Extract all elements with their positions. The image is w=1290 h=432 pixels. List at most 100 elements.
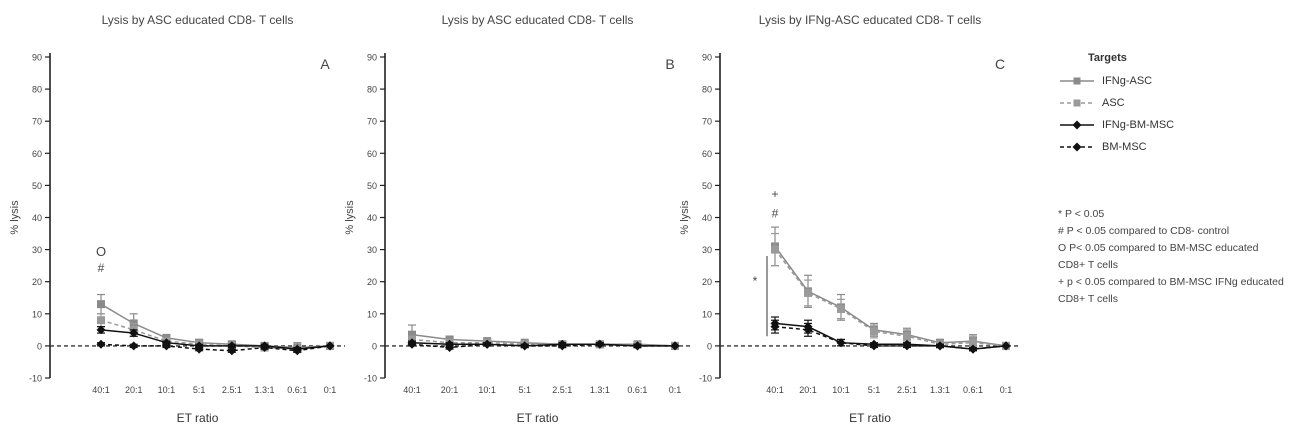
panel-b-x-tick-label: 20:1 (441, 385, 459, 395)
panel-a-letter: A (320, 56, 330, 72)
panel-a-y-tick-label: -10 (29, 374, 42, 384)
panel-a-point-ifng-asc (97, 300, 105, 309)
panel-a-y-tick-label: 10 (32, 309, 42, 319)
panel-c-annotation: + (771, 187, 778, 201)
panel-c-point-bm-msc (836, 338, 846, 348)
panel-c-annotation: * (753, 274, 758, 288)
panel-c-point-bm-msc (902, 341, 912, 351)
panel-c-point-asc (837, 304, 845, 313)
panel-b-series-line-asc (411, 338, 676, 347)
panel-a-x-tick-label: 0:1 (324, 385, 337, 395)
panel-c-x-tick-label: 0:1 (1000, 385, 1013, 395)
panel-a-x-tick-label: 5:1 (193, 385, 206, 395)
panel-c-annotation: # (772, 207, 779, 221)
panel-a-series-line-ifng-asc (100, 303, 331, 349)
panel-b-point-bm-msc (407, 339, 417, 349)
panel-c-point-asc (903, 332, 911, 341)
panel-c-point-bm-msc (1001, 341, 1011, 351)
panel-c-y-tick-label: 60 (702, 149, 712, 159)
panel-a-point-ifng-bm-msc (96, 325, 106, 335)
panel-b-x-tick-label: 1.3:1 (590, 385, 610, 395)
panel-a-point-ifng-bm-msc (129, 328, 139, 338)
panel-b-y-tick-label: 60 (367, 149, 377, 159)
panel-a-annotation: # (98, 261, 105, 275)
note-p-star: * P < 0.05 (1058, 208, 1105, 220)
panel-c-series-bm-msc (770, 319, 1011, 354)
panel-b-x-tick-label: 40:1 (403, 385, 421, 395)
panel-a-point-bm-msc (194, 344, 204, 354)
panel-a-y-tick-label: 40 (32, 213, 42, 223)
panel-c-x-tick-label: 1.3:1 (930, 385, 950, 395)
legend-swatch-asc (1060, 99, 1094, 107)
panel-c-x-tick-label: 20:1 (799, 385, 817, 395)
panel-b-x-label: ET ratio (517, 411, 559, 425)
panel-b-y-tick-label: 20 (367, 277, 377, 287)
panel-b-y-tick-label: 90 (367, 53, 377, 63)
legend-label-ifng-asc: IFNg-ASC (1102, 75, 1153, 87)
panel-a-y-tick-label: 90 (32, 53, 42, 63)
legend-label-asc: ASC (1102, 97, 1125, 109)
panel-c-point-asc (804, 288, 812, 297)
panel-a-x-tick-label: 20:1 (125, 385, 143, 395)
panel-b-series-bm-msc (407, 339, 680, 353)
panel-c-letter: C (995, 56, 1005, 72)
panel-a-x-tick-label: 0.6:1 (287, 385, 307, 395)
panel-c-y-tick-label: 80 (702, 85, 712, 95)
panel-a-x-tick-label: 1.3:1 (255, 385, 275, 395)
panel-b-point-bm-msc (632, 341, 642, 351)
panel-b-point-bm-msc (482, 339, 492, 349)
panel-c-title: Lysis by IFNg-ASC educated CD8- T cells (759, 13, 982, 27)
panel-a-point-bm-msc (227, 346, 237, 356)
panel-c-y-tick-label: 0 (707, 341, 712, 351)
panel-a-series-line-ifng-bm-msc (100, 329, 331, 350)
panel-b: Lysis by ASC educated CD8- T cells B -10 0 1… (344, 13, 690, 425)
panel-a-x-label: ET ratio (177, 411, 219, 425)
legend-swatch-marker (1072, 142, 1082, 152)
panel-b-y-tick-label: 70 (367, 117, 377, 127)
panel-c-x-tick-label: 40:1 (766, 385, 784, 395)
panel-c-y-tick-label: 50 (702, 181, 712, 191)
panel-a-annotation: O (96, 244, 106, 259)
panel-b-x-tick-label: 2.5:1 (552, 385, 572, 395)
panel-a-y-tick-label: 30 (32, 245, 42, 255)
panel-a-y-tick-label: 20 (32, 277, 42, 287)
panel-b-y-tick-label: 30 (367, 245, 377, 255)
panel-c-series-line-asc (774, 249, 1007, 347)
panel-b-y-tick-label: 80 (367, 85, 377, 95)
panel-b-y-label: % lysis (344, 200, 356, 235)
panel-c-point-asc (870, 327, 878, 336)
panel-a-x-tick-label: 10:1 (158, 385, 176, 395)
legend-title: Targets (1088, 52, 1127, 64)
panel-b-title: Lysis by ASC educated CD8- T cells (442, 13, 634, 27)
panel-c-y-tick-label: 30 (702, 245, 712, 255)
panel-c-x-tick-label: 2.5:1 (897, 385, 917, 395)
panel-c-x-tick-label: 5:1 (868, 385, 881, 395)
panel-a-point-bm-msc (292, 346, 302, 356)
panel-a-y-tick-label: 50 (32, 181, 42, 191)
legend: Targets IFNg-ASC ASC IFNg-BM-MSC BM-MSC (1058, 52, 1286, 158)
legend-label-ifng-bm-msc: IFNg-BM-MSC (1102, 119, 1175, 131)
legend-swatch-marker (1073, 77, 1081, 85)
panel-a: Lysis by ASC educated CD8- T cells A -10 0 1… (9, 13, 345, 425)
panel-a-point-bm-msc (325, 341, 335, 351)
panel-b-point-bm-msc (595, 339, 605, 349)
panel-b-x-tick-label: 0.6:1 (627, 385, 647, 395)
panel-c-y-tick-label: 20 (702, 277, 712, 287)
legend-label-bm-msc: BM-MSC (1102, 141, 1147, 153)
panel-b-point-bm-msc (557, 341, 567, 351)
panel-a-x-tick-label: 40:1 (92, 385, 110, 395)
legend-item-ifng-bm-msc: IFNg-BM-MSC (1058, 114, 1286, 136)
panel-a-title: Lysis by ASC educated CD8- T cells (102, 13, 294, 27)
panel-c-y-label: % lysis (679, 200, 691, 235)
legend-swatch-bm-msc (1060, 142, 1094, 152)
panel-a-y-tick-label: 70 (32, 117, 42, 127)
panel-a-x-tick-label: 2.5:1 (222, 385, 242, 395)
panel-c-point-bm-msc (770, 322, 780, 332)
panel-c-y-tick-label: 40 (702, 213, 712, 223)
note-p-circle: O P< 0.05 compared to BM-MSC educated CD… (1058, 242, 1259, 271)
panel-b-letter: B (665, 56, 674, 72)
panel-a-series-line-bm-msc (100, 343, 331, 352)
panel-c-point-bm-msc (803, 325, 813, 335)
panel-b-point-bm-msc (670, 341, 680, 351)
